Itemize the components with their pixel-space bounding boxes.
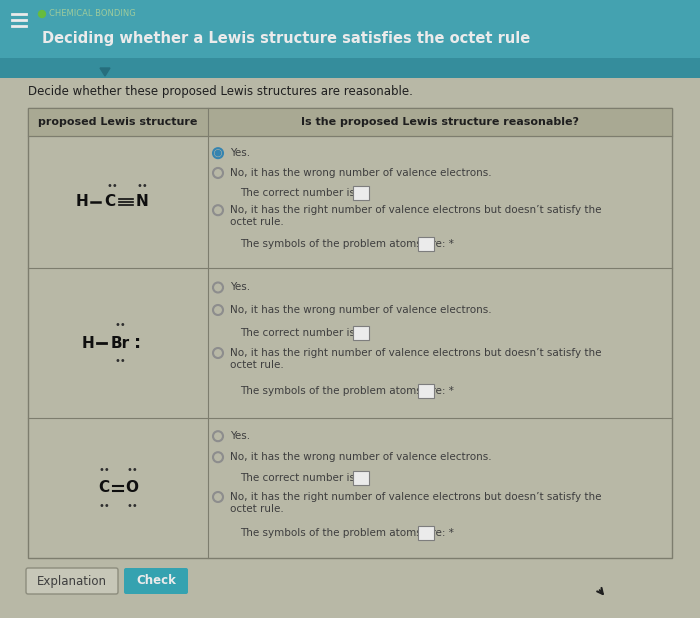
FancyBboxPatch shape [28,108,672,558]
Text: Br: Br [111,336,130,350]
Text: No, it has the right number of valence electrons but doesn’t satisfy the: No, it has the right number of valence e… [230,348,601,358]
FancyBboxPatch shape [353,326,369,339]
FancyBboxPatch shape [28,108,672,136]
Text: octet rule.: octet rule. [230,360,284,370]
Text: No, it has the right number of valence electrons but doesn’t satisfy the: No, it has the right number of valence e… [230,205,601,215]
Text: Yes.: Yes. [230,282,250,292]
Text: ••: •• [98,465,110,475]
Text: ••: •• [98,501,110,511]
Text: Deciding whether a Lewis structure satisfies the octet rule: Deciding whether a Lewis structure satis… [42,30,531,46]
Circle shape [216,150,220,156]
Text: The correct number is:: The correct number is: [240,328,358,337]
Text: octet rule.: octet rule. [230,217,284,227]
Text: :: : [134,334,141,352]
Text: No, it has the wrong number of valence electrons.: No, it has the wrong number of valence e… [230,452,491,462]
FancyBboxPatch shape [353,471,369,485]
FancyBboxPatch shape [418,384,434,398]
Text: ••: •• [114,320,126,330]
FancyBboxPatch shape [124,568,188,594]
Text: Is the proposed Lewis structure reasonable?: Is the proposed Lewis structure reasonab… [301,117,579,127]
Text: Check: Check [136,575,176,588]
Text: ••: •• [106,181,118,191]
Text: C: C [99,481,110,496]
Text: Yes.: Yes. [230,431,250,441]
Circle shape [38,11,46,17]
Text: The correct number is:: The correct number is: [240,473,358,483]
Text: O: O [125,481,139,496]
Text: CHEMICAL BONDING: CHEMICAL BONDING [49,9,136,19]
FancyBboxPatch shape [418,237,434,252]
Text: Decide whether these proposed Lewis structures are reasonable.: Decide whether these proposed Lewis stru… [28,85,413,98]
Text: H: H [82,336,94,350]
FancyBboxPatch shape [26,568,118,594]
Text: H: H [76,195,88,210]
Text: No, it has the wrong number of valence electrons.: No, it has the wrong number of valence e… [230,305,491,315]
FancyBboxPatch shape [0,78,700,618]
Text: ••: •• [136,181,148,191]
Text: Yes.: Yes. [230,148,250,158]
Text: proposed Lewis structure: proposed Lewis structure [38,117,197,127]
Text: The symbols of the problem atoms are: *: The symbols of the problem atoms are: * [240,386,454,396]
Text: The symbols of the problem atoms are: *: The symbols of the problem atoms are: * [240,528,454,538]
FancyBboxPatch shape [0,0,700,58]
Text: octet rule.: octet rule. [230,504,284,514]
Text: Explanation: Explanation [37,575,107,588]
Text: ••: •• [114,356,126,366]
Text: No, it has the right number of valence electrons but doesn’t satisfy the: No, it has the right number of valence e… [230,492,601,502]
FancyBboxPatch shape [0,58,700,78]
Text: The symbols of the problem atoms are: *: The symbols of the problem atoms are: * [240,239,454,249]
Text: ••: •• [126,465,138,475]
FancyBboxPatch shape [353,186,369,200]
Text: The correct number is:: The correct number is: [240,188,358,198]
Text: C: C [104,195,116,210]
Text: ••: •• [126,501,138,511]
FancyBboxPatch shape [418,526,434,540]
Polygon shape [100,68,110,76]
Text: N: N [136,195,148,210]
Text: No, it has the wrong number of valence electrons.: No, it has the wrong number of valence e… [230,168,491,178]
